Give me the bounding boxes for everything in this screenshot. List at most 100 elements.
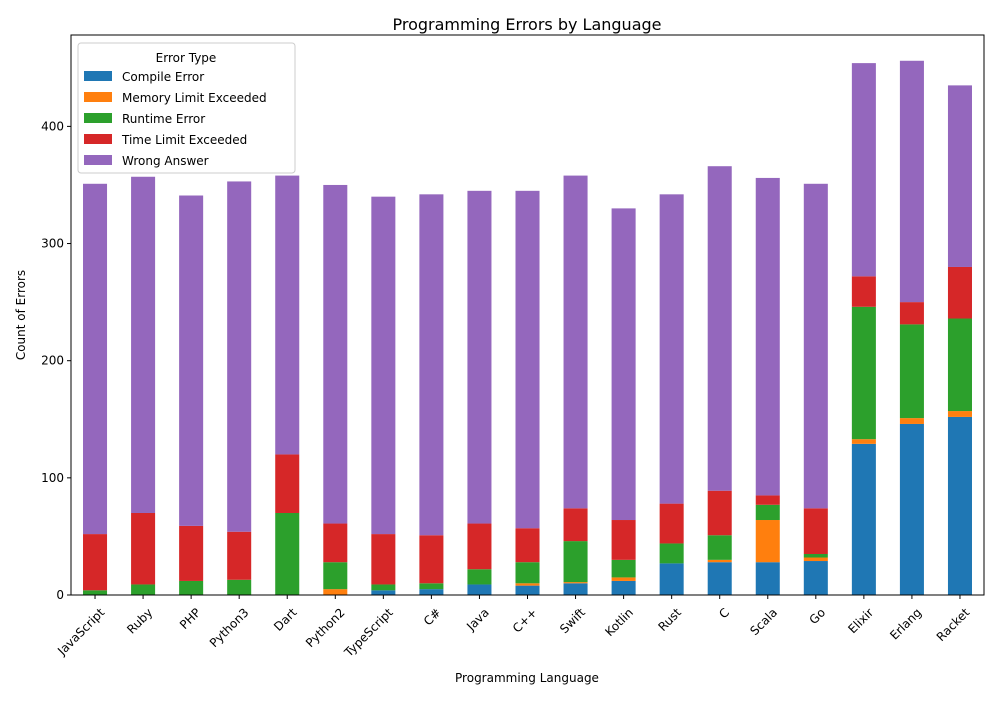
legend-title: Error Type: [156, 51, 217, 65]
y-tick-label: 300: [41, 237, 64, 251]
bar-segment: [563, 541, 588, 583]
x-tick-label: Kotlin: [602, 605, 636, 639]
legend-items: Compile Error Memory Limit Exceeded Runtim…: [84, 70, 267, 168]
bar-segment: [803, 554, 828, 558]
bar-segment: [851, 276, 876, 307]
y-tick-label: 0: [56, 588, 64, 602]
bar-segment: [179, 580, 204, 595]
bar-segment: [275, 512, 300, 595]
bar-segment: [947, 85, 972, 267]
x-tick-label: Python2: [303, 605, 348, 650]
bar-segment: [179, 525, 204, 581]
y-axis-label: Count of Errors: [14, 270, 28, 360]
bar-segment: [371, 590, 396, 595]
y-tick-label: 100: [41, 471, 64, 485]
bar-segment: [323, 523, 348, 563]
bar-segment: [899, 302, 924, 325]
y-axis: 0 100 200 300 400: [41, 119, 71, 602]
bar-segment: [419, 535, 444, 584]
bar-segment: [851, 443, 876, 595]
legend-box: [77, 42, 296, 174]
bar-segment: [515, 583, 540, 586]
x-axis-label: Programming Language: [455, 671, 599, 685]
bar-segment: [467, 584, 492, 595]
bar-segment: [851, 306, 876, 440]
x-tick-label: Ruby: [124, 605, 155, 636]
bar-segment: [611, 520, 636, 560]
bar-segment: [755, 177, 780, 496]
x-tick-label: Scala: [747, 605, 780, 638]
bar-segment: [803, 561, 828, 595]
bar-segment: [131, 584, 156, 595]
legend-label: Memory Limit Exceeded: [122, 91, 267, 105]
bar-segment: [755, 504, 780, 521]
bar-segment: [803, 557, 828, 562]
bar-segment: [467, 523, 492, 570]
bar-segment: [83, 590, 108, 595]
bar-segment: [851, 439, 876, 444]
bar-segment: [755, 562, 780, 595]
bar-segment: [467, 569, 492, 585]
legend-swatch: [84, 134, 112, 144]
x-tick-label: Java: [463, 605, 492, 634]
bar-segment: [563, 582, 588, 584]
bar-segment: [563, 175, 588, 509]
bar-segment: [131, 512, 156, 585]
bar-segment: [707, 535, 732, 560]
legend-swatch: [84, 71, 112, 81]
bar-segment: [515, 528, 540, 563]
bar-segment: [227, 531, 252, 580]
bar-segment: [899, 423, 924, 595]
x-tick-label: PHP: [177, 605, 204, 632]
x-tick-label: Elixir: [845, 605, 876, 636]
bar-segment: [515, 190, 540, 529]
bar-segment: [899, 60, 924, 303]
x-tick-label: TypeScript: [341, 605, 396, 660]
bar-segment: [659, 563, 684, 595]
legend-label: Wrong Answer: [122, 154, 209, 168]
bar-segment: [515, 562, 540, 584]
bar-segment: [419, 583, 444, 590]
bar-segment: [851, 63, 876, 277]
bar-segment: [803, 508, 828, 554]
bar-segment: [659, 503, 684, 544]
bar-segment: [83, 183, 108, 535]
bar-segment: [611, 559, 636, 578]
bar-segment: [563, 583, 588, 595]
x-tick-label: Python3: [207, 605, 252, 650]
bar-segment: [323, 562, 348, 590]
bar-segment: [947, 266, 972, 319]
bar-segment: [803, 183, 828, 509]
bar-segment: [227, 181, 252, 532]
bar-segment: [755, 495, 780, 505]
bar-segment: [659, 543, 684, 564]
bar-segment: [947, 416, 972, 595]
legend-label: Compile Error: [122, 70, 204, 84]
bar-segment: [371, 584, 396, 591]
chart-title: Programming Errors by Language: [392, 15, 661, 34]
bar-segment: [611, 577, 636, 581]
bar-segment: [467, 190, 492, 524]
bar-segment: [899, 418, 924, 424]
bar-segment: [707, 490, 732, 536]
y-tick-label: 200: [41, 354, 64, 368]
bar-segment: [371, 196, 396, 535]
x-tick-label: Rust: [655, 605, 684, 634]
legend: Error Type Compile Error Memory Limit Exc…: [77, 42, 296, 174]
x-tick-label: JavaScript: [54, 605, 107, 658]
y-tick-label: 400: [41, 119, 64, 133]
legend-label: Runtime Error: [122, 112, 205, 126]
x-tick-label: Racket: [934, 605, 973, 644]
bar-segment: [323, 184, 348, 524]
bar-segment: [515, 585, 540, 595]
legend-swatch: [84, 92, 112, 102]
bar-segment: [419, 194, 444, 536]
bar-segment: [947, 318, 972, 412]
bar-segment: [707, 562, 732, 595]
bar-segment: [755, 520, 780, 563]
x-tick-label: C#: [421, 605, 444, 628]
bars: [83, 60, 972, 595]
bar-segment: [611, 208, 636, 521]
x-tick-label: Erlang: [887, 605, 924, 642]
